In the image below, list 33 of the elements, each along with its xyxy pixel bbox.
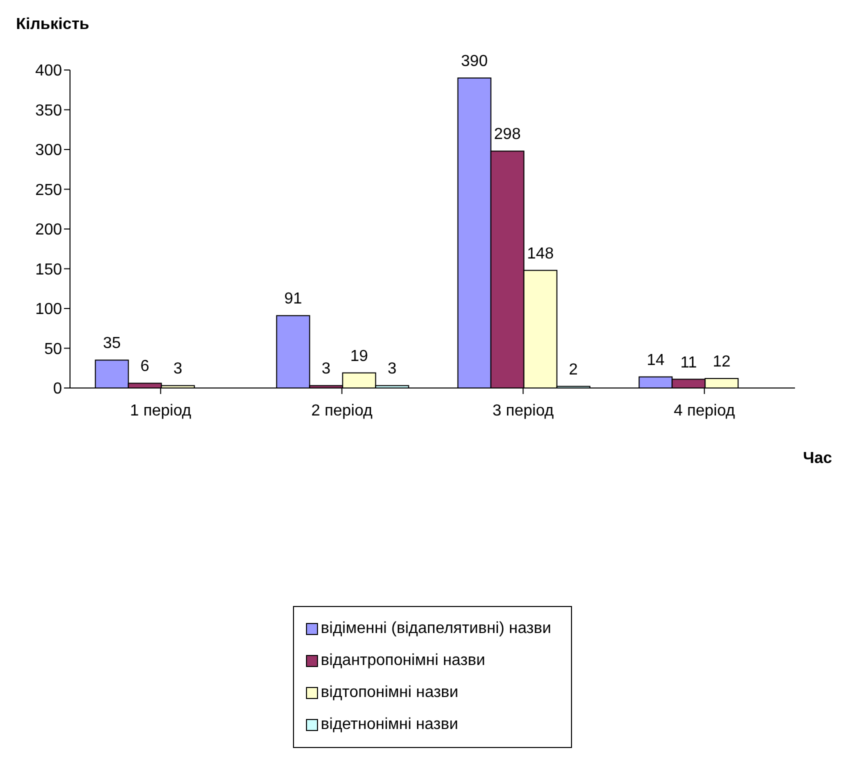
x-tick-label: 4 період bbox=[674, 402, 736, 420]
data-label: 2 bbox=[568, 361, 578, 378]
x-axis-title: Час bbox=[803, 450, 832, 468]
data-label: 19 bbox=[350, 348, 368, 365]
legend-label: відантропонімні назви bbox=[320, 651, 486, 671]
y-tick-label: 100 bbox=[35, 301, 62, 318]
y-tick-label: 350 bbox=[35, 102, 62, 120]
data-label: 35 bbox=[102, 335, 121, 352]
data-label: 91 bbox=[284, 290, 302, 308]
y-tick-label: 200 bbox=[35, 222, 62, 239]
data-label: 14 bbox=[646, 352, 665, 369]
y-tick-label: 300 bbox=[35, 142, 62, 160]
data-label: 6 bbox=[140, 358, 150, 376]
y-axis-title: Кількість bbox=[16, 16, 90, 34]
x-tick-label: 1 період bbox=[130, 402, 192, 420]
data-label: 11 bbox=[680, 354, 698, 372]
legend-label: відетнонімні назви bbox=[320, 715, 458, 735]
y-tick-label: 50 bbox=[44, 340, 62, 358]
data-label: 3 bbox=[388, 360, 397, 378]
data-label: 148 bbox=[527, 245, 554, 262]
y-tick-label: 150 bbox=[35, 261, 62, 278]
y-tick-label: 250 bbox=[35, 182, 62, 199]
data-label: 298 bbox=[494, 126, 521, 144]
data-label: 3 bbox=[322, 360, 331, 378]
data-label: 3 bbox=[173, 360, 182, 378]
legend-label: відтопонімні назви bbox=[320, 683, 458, 703]
legend-label: відіменні (відапелятивні) назви bbox=[320, 619, 552, 639]
y-tick-label: 400 bbox=[35, 62, 62, 80]
data-label: 390 bbox=[461, 52, 488, 70]
x-tick-label: 2 період bbox=[311, 402, 374, 420]
data-label: 12 bbox=[712, 353, 731, 370]
y-tick-label: 0 bbox=[53, 380, 62, 398]
x-tick-label: 3 період bbox=[492, 402, 554, 420]
